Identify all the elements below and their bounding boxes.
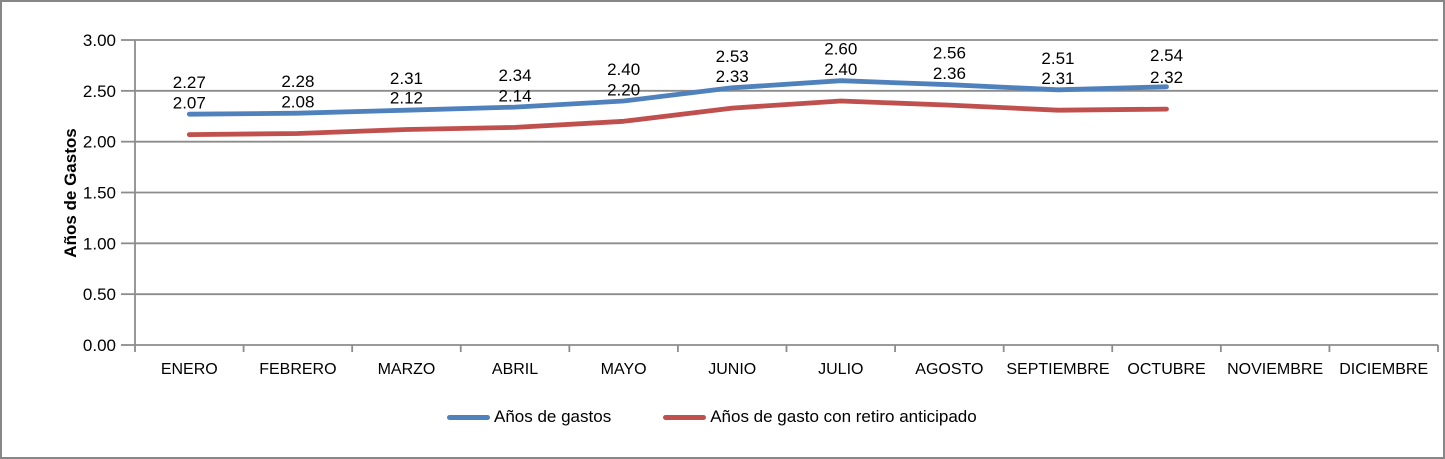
chart-legend: Años de gastos Años de gasto con retiro … xyxy=(447,407,977,427)
data-label-series-0: 2.31 xyxy=(390,69,423,88)
data-label-series-0: 2.51 xyxy=(1041,49,1074,68)
x-tick-label: JULIO xyxy=(818,361,863,378)
legend-line-swatch-red xyxy=(663,414,707,420)
legend-line-swatch-blue xyxy=(447,414,490,420)
legend-label-anos-de-gastos: Años de gastos xyxy=(494,407,612,426)
x-tick-label: JUNIO xyxy=(708,361,756,378)
y-tick-label: 0.00 xyxy=(83,336,116,355)
data-label-series-0: 2.60 xyxy=(824,40,857,59)
x-tick-label: SEPTIEMBRE xyxy=(1006,361,1109,378)
x-tick-label: AGOSTO xyxy=(915,361,983,378)
data-label-series-0: 2.54 xyxy=(1150,46,1183,65)
series-line-0[interactable] xyxy=(186,78,1169,117)
legend-item-anos-de-gastos[interactable]: Años de gastos xyxy=(447,407,611,427)
data-label-series-0: 2.34 xyxy=(498,66,531,85)
data-label-series-1: 2.40 xyxy=(824,60,857,79)
data-label-series-1: 2.12 xyxy=(390,88,423,107)
x-tick-label: MAYO xyxy=(601,361,647,378)
x-tick-label: FEBRERO xyxy=(259,361,336,378)
x-tick-label: DICIEMBRE xyxy=(1339,361,1428,378)
x-tick-label: ENERO xyxy=(161,361,218,378)
legend-item-retiro-anticipado[interactable]: Años de gasto con retiro anticipado xyxy=(663,407,977,427)
data-label-series-0: 2.40 xyxy=(607,60,640,79)
data-label-series-1: 2.31 xyxy=(1041,69,1074,88)
x-tick-label: NOVIEMBRE xyxy=(1227,361,1323,378)
data-label-series-0: 2.56 xyxy=(933,44,966,63)
x-tick-label: OCTUBRE xyxy=(1127,361,1205,378)
data-label-series-1: 2.33 xyxy=(716,67,749,86)
data-label-series-0: 2.28 xyxy=(281,72,314,91)
data-label-series-1: 2.20 xyxy=(607,80,640,99)
y-tick-label: 2.00 xyxy=(83,133,116,152)
data-label-series-1: 2.36 xyxy=(933,64,966,83)
y-tick-label: 0.50 xyxy=(83,285,116,304)
data-label-series-1: 2.14 xyxy=(498,86,531,105)
x-tick-label: ABRIL xyxy=(492,361,538,378)
y-tick-label: 2.50 xyxy=(83,82,116,101)
data-label-series-0: 2.53 xyxy=(716,47,749,66)
y-axis-title: Años de Gastos xyxy=(61,128,80,258)
y-tick-label: 1.00 xyxy=(83,234,116,253)
y-tick-label: 3.00 xyxy=(83,31,116,50)
y-tick-label: 1.50 xyxy=(83,184,116,203)
data-label-series-1: 2.07 xyxy=(173,94,206,113)
legend-label-retiro-anticipado: Años de gasto con retiro anticipado xyxy=(710,407,977,426)
data-label-series-0: 2.27 xyxy=(173,73,206,92)
series-line-1[interactable] xyxy=(186,98,1169,138)
data-label-series-1: 2.32 xyxy=(1150,68,1183,87)
x-tick-label: MARZO xyxy=(378,361,436,378)
data-label-series-1: 2.08 xyxy=(281,93,314,112)
